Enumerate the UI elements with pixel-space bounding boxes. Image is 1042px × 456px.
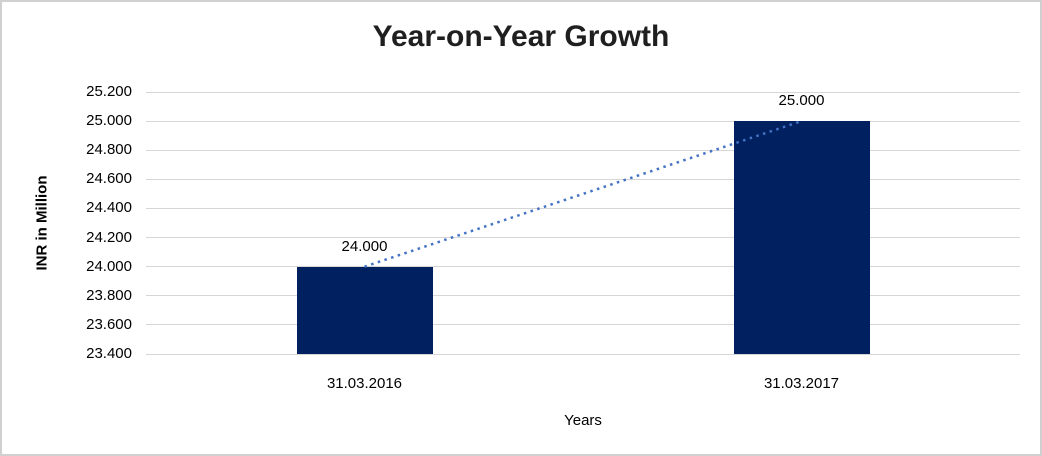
gridline	[146, 207, 1020, 209]
x-tick-label: 31.03.2017	[763, 375, 840, 392]
gridline	[146, 237, 1020, 239]
gridline	[146, 324, 1020, 326]
bar-31.03.2017	[733, 121, 870, 354]
y-tick-label: 24.600	[86, 170, 132, 188]
y-axis-title: INR in Million	[33, 175, 51, 271]
chart-title: Year-on-Year Growth	[372, 20, 670, 53]
y-tick-label: 24.400	[86, 199, 132, 217]
x-axis-title: Years	[564, 412, 602, 429]
gridline	[146, 178, 1020, 180]
y-tick-label: 25.200	[86, 83, 132, 100]
gridline	[146, 120, 1020, 122]
y-tick-label: 24.000	[86, 257, 132, 275]
y-tick-label: 24.800	[86, 141, 132, 159]
gridline	[146, 266, 1020, 268]
gridline	[146, 353, 1020, 355]
y-tick-label: 23.800	[86, 286, 132, 304]
y-tick-label: 23.600	[86, 315, 132, 333]
gridline	[146, 149, 1020, 151]
y-tick-label: 25.000	[86, 112, 132, 130]
y-tick-label: 23.400	[86, 345, 132, 362]
gridline	[146, 295, 1020, 297]
x-tick-label: 31.03.2016	[326, 375, 403, 392]
y-tick-label: 24.200	[86, 228, 132, 246]
gridline	[146, 91, 1020, 93]
data-label: 25.000	[778, 92, 825, 110]
bar-31.03.2016	[296, 266, 433, 354]
data-label: 24.000	[341, 237, 388, 255]
